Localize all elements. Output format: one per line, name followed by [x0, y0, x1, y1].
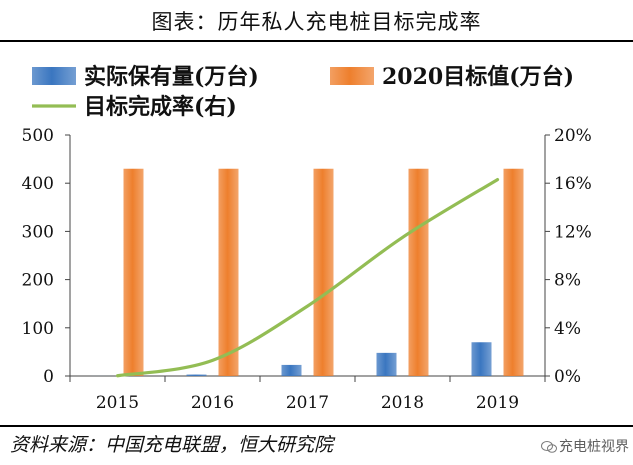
right-tick-label: 16%: [554, 174, 592, 194]
left-tick-label: 400: [22, 174, 54, 194]
legend: 实际保有量(万台) 2020目标值(万台) 目标完成率(右): [32, 64, 574, 120]
bar-target: [503, 168, 524, 376]
bar-target: [218, 168, 239, 376]
rate-line-path: [115, 177, 500, 378]
x-tick-label: 2017: [286, 393, 329, 413]
left-tick-label: 0: [43, 367, 54, 387]
right-tick-label: 4%: [554, 319, 581, 339]
right-tick-label: 8%: [554, 271, 581, 291]
x-tick-label: 2016: [191, 393, 234, 413]
bar-target: [123, 168, 144, 376]
x-tick-label: 2019: [476, 393, 519, 413]
legend-label: 目标完成率(右): [84, 94, 237, 120]
watermark-text: 充电桩视界: [559, 439, 629, 455]
title-rule: [0, 40, 633, 42]
bar-target: [408, 168, 429, 376]
legend-label: 2020目标值(万台): [382, 64, 574, 90]
source-rule: [0, 425, 633, 427]
bar-actual: [281, 364, 302, 376]
x-tick-label: 2015: [96, 393, 139, 413]
source-note: 资料来源：中国充电联盟，恒大研究院: [10, 434, 334, 456]
bar-target: [313, 168, 334, 376]
legend-label: 实际保有量(万台): [84, 64, 259, 90]
bar-actual: [376, 352, 397, 376]
axes: 0 100 200 300 400 500 0% 4% 8% 12% 16% 20% 2015 2016 2…: [22, 126, 592, 413]
left-tick-label: 200: [22, 271, 54, 291]
legend-swatch: [32, 67, 76, 85]
left-tick-label: 500: [22, 126, 54, 146]
right-tick-label: 20%: [554, 126, 592, 146]
legend-swatch: [330, 67, 374, 85]
bars: [91, 168, 524, 376]
left-tick-label: 100: [22, 319, 54, 339]
bar-actual: [186, 374, 207, 376]
right-tick-label: 12%: [554, 222, 592, 242]
bar-actual: [471, 342, 492, 376]
left-tick-label: 300: [22, 222, 54, 242]
combo-chart: 实际保有量(万台) 2020目标值(万台) 目标完成率(右) 0 100 200 300 4…: [22, 64, 592, 413]
figure-title: 图表：历年私人充电桩目标完成率: [151, 10, 482, 34]
right-tick-label: 0%: [554, 367, 581, 387]
x-tick-label: 2018: [381, 393, 424, 413]
wechat-icon: [541, 441, 557, 453]
rate-line: [115, 177, 500, 378]
watermark: 充电桩视界: [541, 436, 629, 456]
